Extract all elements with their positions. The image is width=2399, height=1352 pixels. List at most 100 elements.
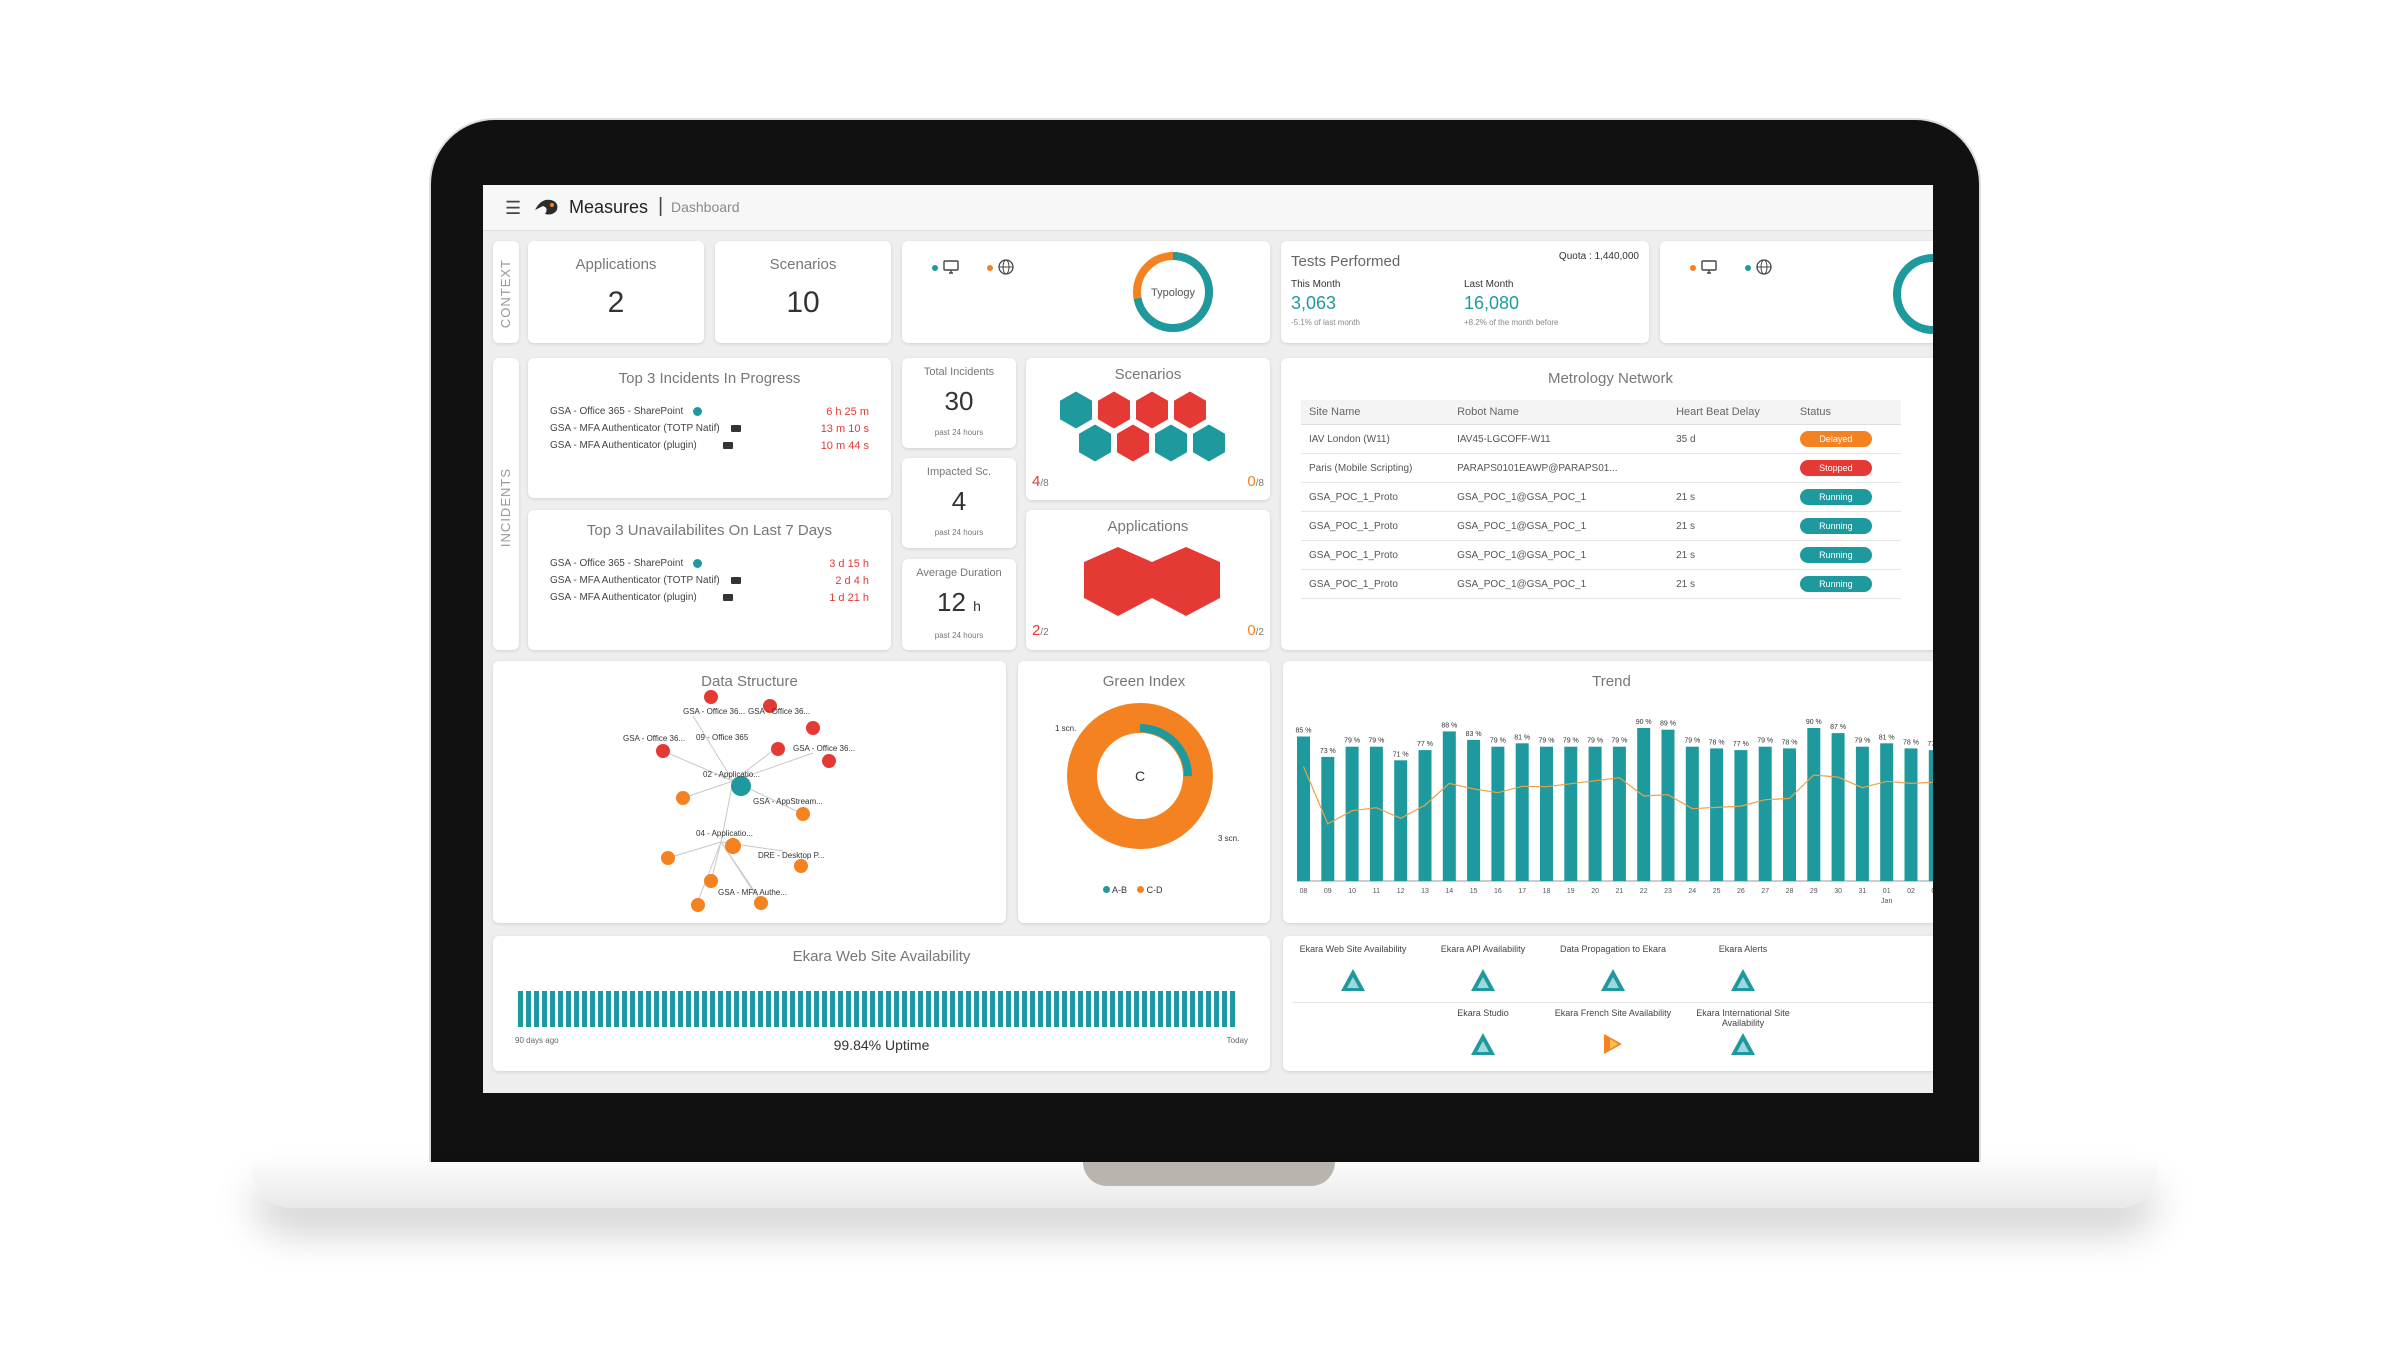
- trend-bar[interactable]: [1345, 746, 1359, 881]
- trend-bar[interactable]: [1394, 760, 1408, 881]
- legend-cd[interactable]: C-D: [1146, 885, 1163, 895]
- trend-bar[interactable]: [1661, 729, 1675, 881]
- col-robot-name[interactable]: Robot Name: [1449, 400, 1669, 425]
- availability-day-bar[interactable]: [574, 991, 579, 1027]
- availability-day-bar[interactable]: [566, 991, 571, 1027]
- availability-day-bar[interactable]: [758, 991, 763, 1027]
- node-teal-1[interactable]: [731, 776, 751, 796]
- monitor-item[interactable]: Ekara Web Site Availability: [1293, 944, 1413, 996]
- trend-bar[interactable]: [1491, 746, 1505, 881]
- availability-day-bar[interactable]: [1214, 991, 1219, 1027]
- availability-day-bar[interactable]: [782, 991, 787, 1027]
- status-badge[interactable]: Running: [1799, 489, 1872, 505]
- availability-day-bar[interactable]: [638, 991, 643, 1027]
- trend-bar[interactable]: [1904, 748, 1918, 881]
- legend-ab[interactable]: A-B: [1112, 885, 1128, 895]
- monitor-item[interactable]: Ekara French Site Availability: [1553, 1008, 1673, 1060]
- availability-day-bar[interactable]: [1174, 991, 1179, 1027]
- availability-day-bar[interactable]: [958, 991, 963, 1027]
- node-orange-2[interactable]: [796, 807, 810, 821]
- availability-day-bar[interactable]: [1222, 991, 1227, 1027]
- scenario-hex[interactable]: [1116, 423, 1150, 463]
- trend-card[interactable]: Trend 85 % 08 73 % 09 79 % 10 79 % 11 71 % 12 77 %…: [1283, 661, 1933, 923]
- data-structure-card[interactable]: Data Structure: [493, 661, 1006, 923]
- trend-bar[interactable]: [1710, 748, 1724, 881]
- node-orange-6[interactable]: [704, 874, 718, 888]
- availability-day-bar[interactable]: [822, 991, 827, 1027]
- hamburger-icon[interactable]: ☰: [505, 198, 522, 218]
- availability-day-bar[interactable]: [598, 991, 603, 1027]
- availability-day-bar[interactable]: [558, 991, 563, 1027]
- availability-day-bar[interactable]: [1062, 991, 1067, 1027]
- node-red-4[interactable]: [656, 744, 670, 758]
- trend-bar[interactable]: [1783, 748, 1796, 881]
- green-index-card[interactable]: Green Index C 1 scn. 3 scn. A-B C-D: [1018, 661, 1270, 923]
- availability-day-bar[interactable]: [1206, 991, 1211, 1027]
- node-orange-8[interactable]: [754, 896, 768, 910]
- trend-bar[interactable]: [1637, 728, 1651, 881]
- node-orange-5[interactable]: [794, 859, 808, 873]
- trend-bar[interactable]: [1685, 746, 1699, 881]
- availability-day-bar[interactable]: [1094, 991, 1099, 1027]
- availability-day-bar[interactable]: [918, 991, 923, 1027]
- availability-day-bar[interactable]: [734, 991, 739, 1027]
- scenario-hex[interactable]: [1097, 390, 1131, 430]
- average-duration-card[interactable]: Average Duration 12 h past 24 hours: [902, 559, 1016, 650]
- availability-day-bar[interactable]: [678, 991, 683, 1027]
- table-row[interactable]: IAV London (W11) IAV45-LGCOFF-W11 35 d Dela…: [1301, 424, 1901, 454]
- availability-day-bar[interactable]: [974, 991, 979, 1027]
- breadcrumb[interactable]: Dashboard: [671, 199, 740, 215]
- availability-day-bar[interactable]: [870, 991, 875, 1027]
- availability-day-bar[interactable]: [1006, 991, 1011, 1027]
- availability-day-bar[interactable]: [878, 991, 883, 1027]
- trend-bar[interactable]: [1564, 746, 1578, 881]
- availability-day-bar[interactable]: [670, 991, 675, 1027]
- availability-day-bar[interactable]: [966, 991, 971, 1027]
- trend-bar[interactable]: [1855, 746, 1869, 881]
- availability-day-bar[interactable]: [1198, 991, 1203, 1027]
- trend-bar[interactable]: [1588, 746, 1602, 881]
- availability-day-bar[interactable]: [950, 991, 955, 1027]
- availability-day-bar[interactable]: [902, 991, 907, 1027]
- availability-day-bar[interactable]: [862, 991, 867, 1027]
- availability-day-bar[interactable]: [614, 991, 619, 1027]
- scenario-hex[interactable]: [1135, 390, 1169, 430]
- monitor-item[interactable]: Ekara API Availability: [1423, 944, 1543, 996]
- availability-day-bar[interactable]: [766, 991, 771, 1027]
- availability-day-bar[interactable]: [1110, 991, 1115, 1027]
- availability-day-bar[interactable]: [1126, 991, 1131, 1027]
- node-orange-3[interactable]: [725, 838, 741, 854]
- trend-bar[interactable]: [1442, 731, 1456, 881]
- trend-bar[interactable]: [1807, 728, 1821, 881]
- availability-day-bar[interactable]: [582, 991, 587, 1027]
- availability-day-bar[interactable]: [702, 991, 707, 1027]
- availability-day-bar[interactable]: [654, 991, 659, 1027]
- availability-day-bar[interactable]: [1150, 991, 1155, 1027]
- trend-bar[interactable]: [1540, 746, 1553, 881]
- table-row[interactable]: GSA_POC_1_Proto GSA_POC_1@GSA_POC_1 21 s Ru…: [1301, 511, 1901, 541]
- scenario-hex[interactable]: [1059, 390, 1093, 430]
- availability-day-bar[interactable]: [1030, 991, 1035, 1027]
- node-red-5[interactable]: [771, 742, 785, 756]
- availability-day-bar[interactable]: [718, 991, 723, 1027]
- availability-day-bar[interactable]: [1070, 991, 1075, 1027]
- availability-day-bar[interactable]: [926, 991, 931, 1027]
- availability-day-bar[interactable]: [646, 991, 651, 1027]
- incidents_progress-row-name[interactable]: GSA - MFA Authenticator (plugin): [550, 440, 697, 451]
- availability-day-bar[interactable]: [990, 991, 995, 1027]
- availability-day-bar[interactable]: [534, 991, 539, 1027]
- availability-day-bar[interactable]: [550, 991, 555, 1027]
- monitor-item[interactable]: Ekara International Site Availability: [1683, 1008, 1803, 1060]
- availability-day-bar[interactable]: [1158, 991, 1163, 1027]
- availability-day-bar[interactable]: [798, 991, 803, 1027]
- status-badge[interactable]: Running: [1799, 576, 1872, 592]
- availability-day-bar[interactable]: [790, 991, 795, 1027]
- availability-day-bar[interactable]: [910, 991, 915, 1027]
- trend-bar[interactable]: [1369, 746, 1383, 881]
- impacted-scenarios-card[interactable]: Impacted Sc. 4 past 24 hours: [902, 458, 1016, 548]
- availability-day-bar[interactable]: [1038, 991, 1043, 1027]
- table-row[interactable]: GSA_POC_1_Proto GSA_POC_1@GSA_POC_1 21 s Ru…: [1301, 569, 1901, 599]
- availability-day-bar[interactable]: [1118, 991, 1123, 1027]
- availability-day-bar[interactable]: [998, 991, 1003, 1027]
- node-red-6[interactable]: [822, 754, 836, 768]
